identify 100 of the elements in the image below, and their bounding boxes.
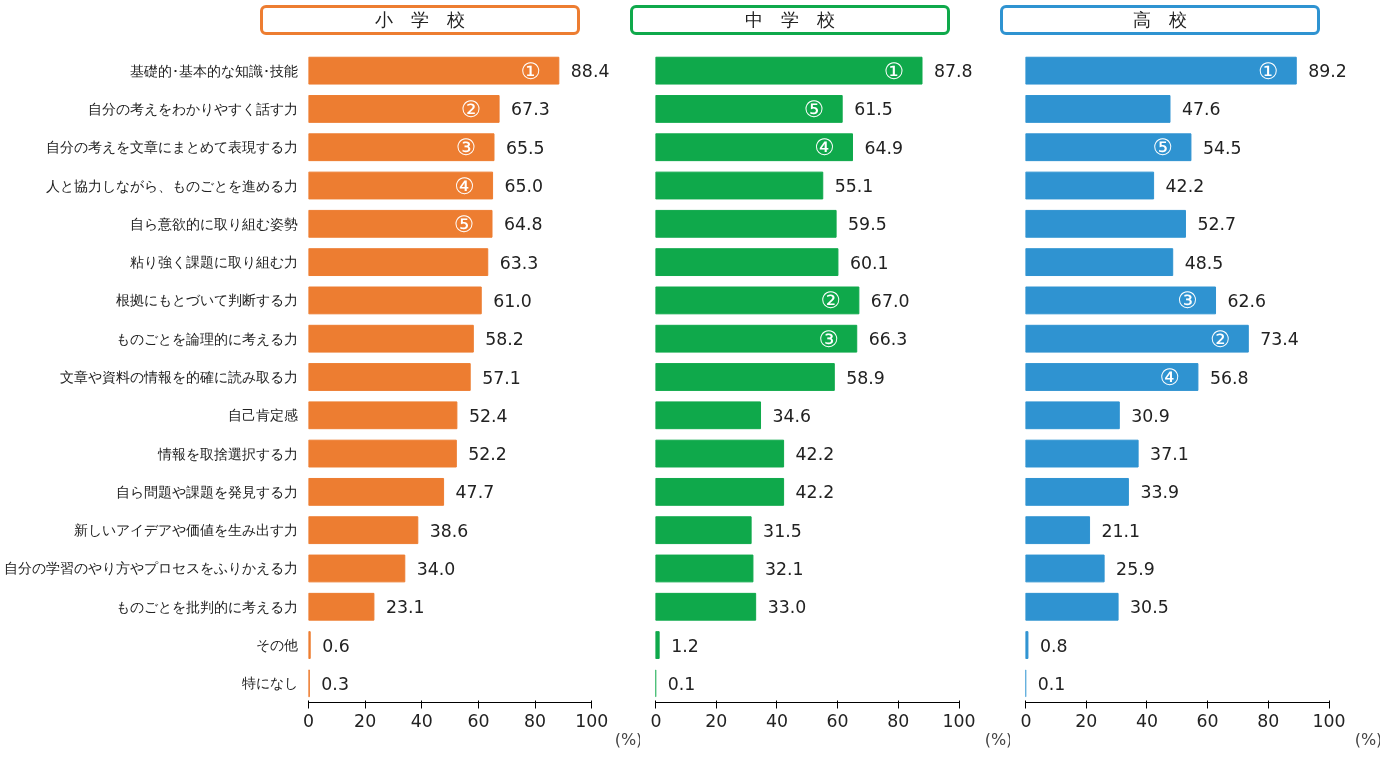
bar: [655, 592, 757, 621]
x-tick-label: 40: [1135, 710, 1158, 731]
bar: [655, 401, 762, 430]
x-tick-label: 100: [1312, 710, 1346, 731]
y-tick-label: 粘り強く課題に取り組む力: [129, 254, 298, 271]
y-tick-label: 情報を取捨選択する力: [156, 445, 298, 462]
data-label: 48.5: [1184, 252, 1224, 273]
x-tick-label: 20: [354, 710, 377, 731]
annotation: ③: [455, 134, 476, 161]
bar: [1025, 286, 1217, 315]
bar: [1025, 133, 1192, 162]
bar: [655, 286, 860, 315]
data-label: 25.9: [1116, 558, 1155, 579]
chart-title: 小 学 校: [260, 5, 580, 35]
data-label: 61.0: [493, 290, 532, 311]
data-label: 65.0: [504, 176, 544, 197]
data-label: 62.6: [1227, 290, 1267, 311]
x-axis-title: (%): [614, 729, 643, 749]
data-label: 23.1: [385, 597, 425, 618]
chart-title: 高 校: [1000, 5, 1320, 35]
y-tick-label: 新しいアイデアや価値を生み出す力: [73, 522, 298, 539]
bar: [655, 209, 837, 238]
y-tick-label: 自己肯定感: [227, 407, 298, 424]
data-label: 52.2: [468, 444, 507, 465]
x-axis-title: (%): [1354, 729, 1383, 749]
data-label: 33.0: [767, 597, 807, 618]
annotation: ④: [814, 134, 835, 161]
y-tick-label: 自ら問題や課題を発見する力: [115, 483, 298, 500]
y-tick-label: 自ら意欲的に取り組む姿勢: [129, 215, 298, 232]
y-tick-label: ものごとを論理的に考える力: [115, 330, 298, 347]
bar: [1025, 95, 1171, 123]
data-label: 42.2: [795, 482, 835, 503]
bar: [655, 631, 660, 659]
y-tick-label: 自分の考えを文章にまとめて表現する力: [45, 139, 298, 156]
data-label: 56.8: [1209, 367, 1249, 388]
y-tick-label: 文章や資料の情報を的確に読み取る力: [59, 369, 298, 385]
data-label: 58.9: [846, 367, 885, 388]
y-tick-label: 自分の考えをわかりやすく話す力: [87, 100, 298, 117]
data-label: 88.4: [570, 61, 610, 82]
bar: [1025, 363, 1199, 391]
data-label: 42.2: [1165, 176, 1205, 197]
x-tick-label: 0: [302, 710, 315, 731]
bar: [308, 363, 471, 391]
bar: [655, 56, 923, 85]
bar: [655, 516, 752, 545]
x-tick-label: 80: [1257, 710, 1280, 731]
data-label: 37.1: [1150, 444, 1189, 465]
y-tick-label: その他: [255, 637, 298, 654]
x-tick-label: 80: [887, 710, 910, 731]
data-label: 66.3: [868, 329, 908, 350]
data-label: 55.1: [834, 176, 874, 197]
annotation: ④: [454, 172, 475, 199]
data-label: 0.6: [322, 635, 350, 656]
x-tick-label: 20: [1075, 710, 1098, 731]
bar: [1025, 209, 1186, 238]
data-label: 42.2: [795, 444, 835, 465]
annotation: ②: [820, 287, 841, 314]
data-label: 0.1: [1037, 673, 1066, 694]
data-label: 63.3: [499, 252, 539, 273]
data-label: 38.6: [429, 520, 469, 541]
annotation: ③: [1177, 287, 1198, 314]
data-label: 0.1: [667, 673, 696, 694]
x-tick-label: 60: [826, 710, 849, 731]
bar: [655, 171, 824, 200]
data-label: 0.3: [321, 673, 349, 694]
x-tick-label: 60: [1196, 710, 1219, 731]
bar: [1025, 631, 1029, 659]
data-label: 54.5: [1202, 137, 1242, 158]
x-tick-label: 0: [1020, 710, 1032, 731]
bar: [655, 554, 754, 583]
y-tick-label: 人と協力しながら、ものごとを進める力: [45, 177, 298, 194]
bar: [308, 209, 493, 238]
y-tick-label: 自分の学習のやり方やプロセスをふりかえる力: [3, 560, 298, 577]
x-tick-label: 60: [467, 710, 490, 731]
data-label: 65.5: [505, 137, 545, 158]
x-tick-label: 20: [705, 710, 728, 731]
bar: [1025, 592, 1119, 621]
annotation: ④: [1159, 364, 1180, 390]
data-label: 47.6: [1181, 99, 1221, 120]
y-tick-label: 特になし: [241, 675, 298, 692]
bar: [655, 248, 839, 277]
x-tick-label: 40: [765, 710, 788, 731]
data-label: 64.8: [504, 214, 543, 235]
data-label: 52.4: [468, 405, 508, 426]
data-label: 0.8: [1039, 635, 1068, 656]
y-tick-label: 基礎的･基本的な知識･技能: [129, 62, 298, 79]
data-label: 21.1: [1101, 520, 1141, 541]
bar: [1025, 171, 1155, 200]
bar: [308, 592, 375, 621]
bar: [655, 324, 858, 353]
bar: [1025, 56, 1297, 85]
data-label: 31.5: [763, 520, 802, 541]
x-axis-title: (%): [984, 729, 1013, 749]
bar: [1025, 477, 1129, 506]
data-label: 52.7: [1197, 214, 1237, 235]
bar: [655, 477, 785, 506]
bar: [655, 133, 853, 162]
bar: [655, 363, 835, 391]
annotation: ②: [460, 95, 482, 122]
bar: [308, 516, 419, 545]
